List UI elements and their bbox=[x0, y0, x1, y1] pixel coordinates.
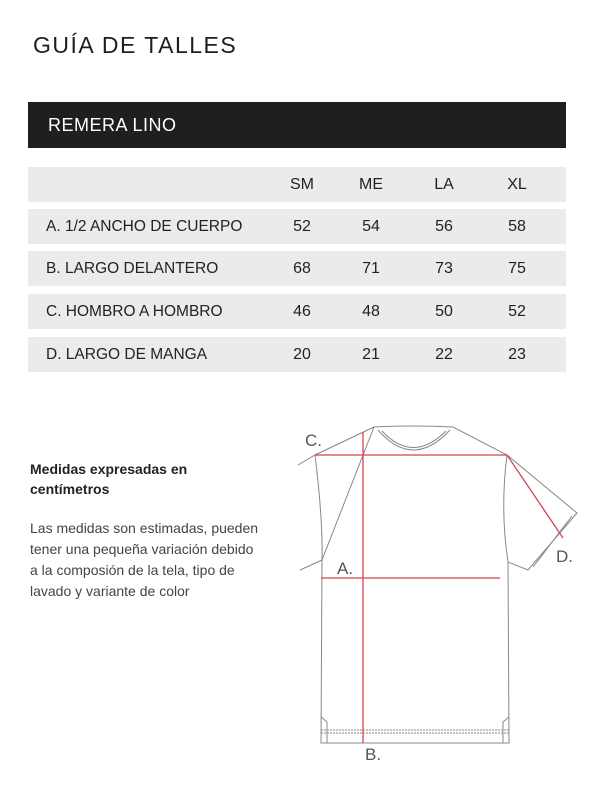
measure-value: 75 bbox=[508, 260, 526, 277]
label-d: D. bbox=[556, 547, 573, 566]
measure-label: D. LARGO DE MANGA bbox=[46, 346, 208, 363]
measure-label: A. 1/2 ANCHO DE CUERPO bbox=[46, 218, 243, 235]
label-c: C. bbox=[305, 431, 322, 450]
table-row: C. HOMBRO A HOMBRO 46 48 50 52 bbox=[28, 294, 566, 329]
measure-value: 68 bbox=[293, 260, 311, 277]
disclaimer-text: Las medidas son estimadas, pueden tener … bbox=[30, 520, 259, 599]
measure-label: C. HOMBRO A HOMBRO bbox=[46, 303, 223, 320]
measure-value: 73 bbox=[435, 260, 453, 277]
table-header-row: SM ME LA XL bbox=[28, 167, 566, 202]
size-header: SM bbox=[290, 176, 314, 193]
measure-value: 20 bbox=[293, 346, 311, 363]
measure-value: 22 bbox=[435, 346, 453, 363]
measure-value: 48 bbox=[362, 303, 380, 320]
measure-value: 52 bbox=[293, 218, 311, 235]
page-title: GUÍA DE TALLES bbox=[33, 32, 238, 58]
measure-d-line bbox=[506, 454, 564, 539]
size-header: LA bbox=[434, 176, 454, 193]
measure-value: 50 bbox=[435, 303, 453, 320]
table-row: A. 1/2 ANCHO DE CUERPO 52 54 56 58 bbox=[28, 209, 566, 244]
product-header: REMERA LINO bbox=[28, 102, 566, 148]
measure-value: 54 bbox=[362, 218, 380, 235]
measure-value: 23 bbox=[508, 346, 526, 363]
size-header: XL bbox=[507, 176, 527, 193]
measure-value: 56 bbox=[435, 218, 453, 235]
tshirt-outline bbox=[297, 425, 578, 744]
measure-value: 52 bbox=[508, 303, 526, 320]
table-row: B. LARGO DELANTERO 68 71 73 75 bbox=[28, 251, 566, 286]
label-a: A. bbox=[337, 559, 353, 578]
measure-value: 71 bbox=[362, 260, 380, 277]
measure-label: B. LARGO DELANTERO bbox=[46, 260, 219, 277]
size-header: ME bbox=[359, 176, 383, 193]
table-row: D. LARGO DE MANGA 20 21 22 23 bbox=[28, 337, 566, 372]
label-b: B. bbox=[365, 745, 381, 764]
units-heading: Medidas expresadas en centímetros bbox=[30, 461, 188, 497]
measure-value: 58 bbox=[508, 218, 526, 235]
measure-value: 21 bbox=[362, 346, 380, 363]
measure-value: 46 bbox=[293, 303, 311, 320]
